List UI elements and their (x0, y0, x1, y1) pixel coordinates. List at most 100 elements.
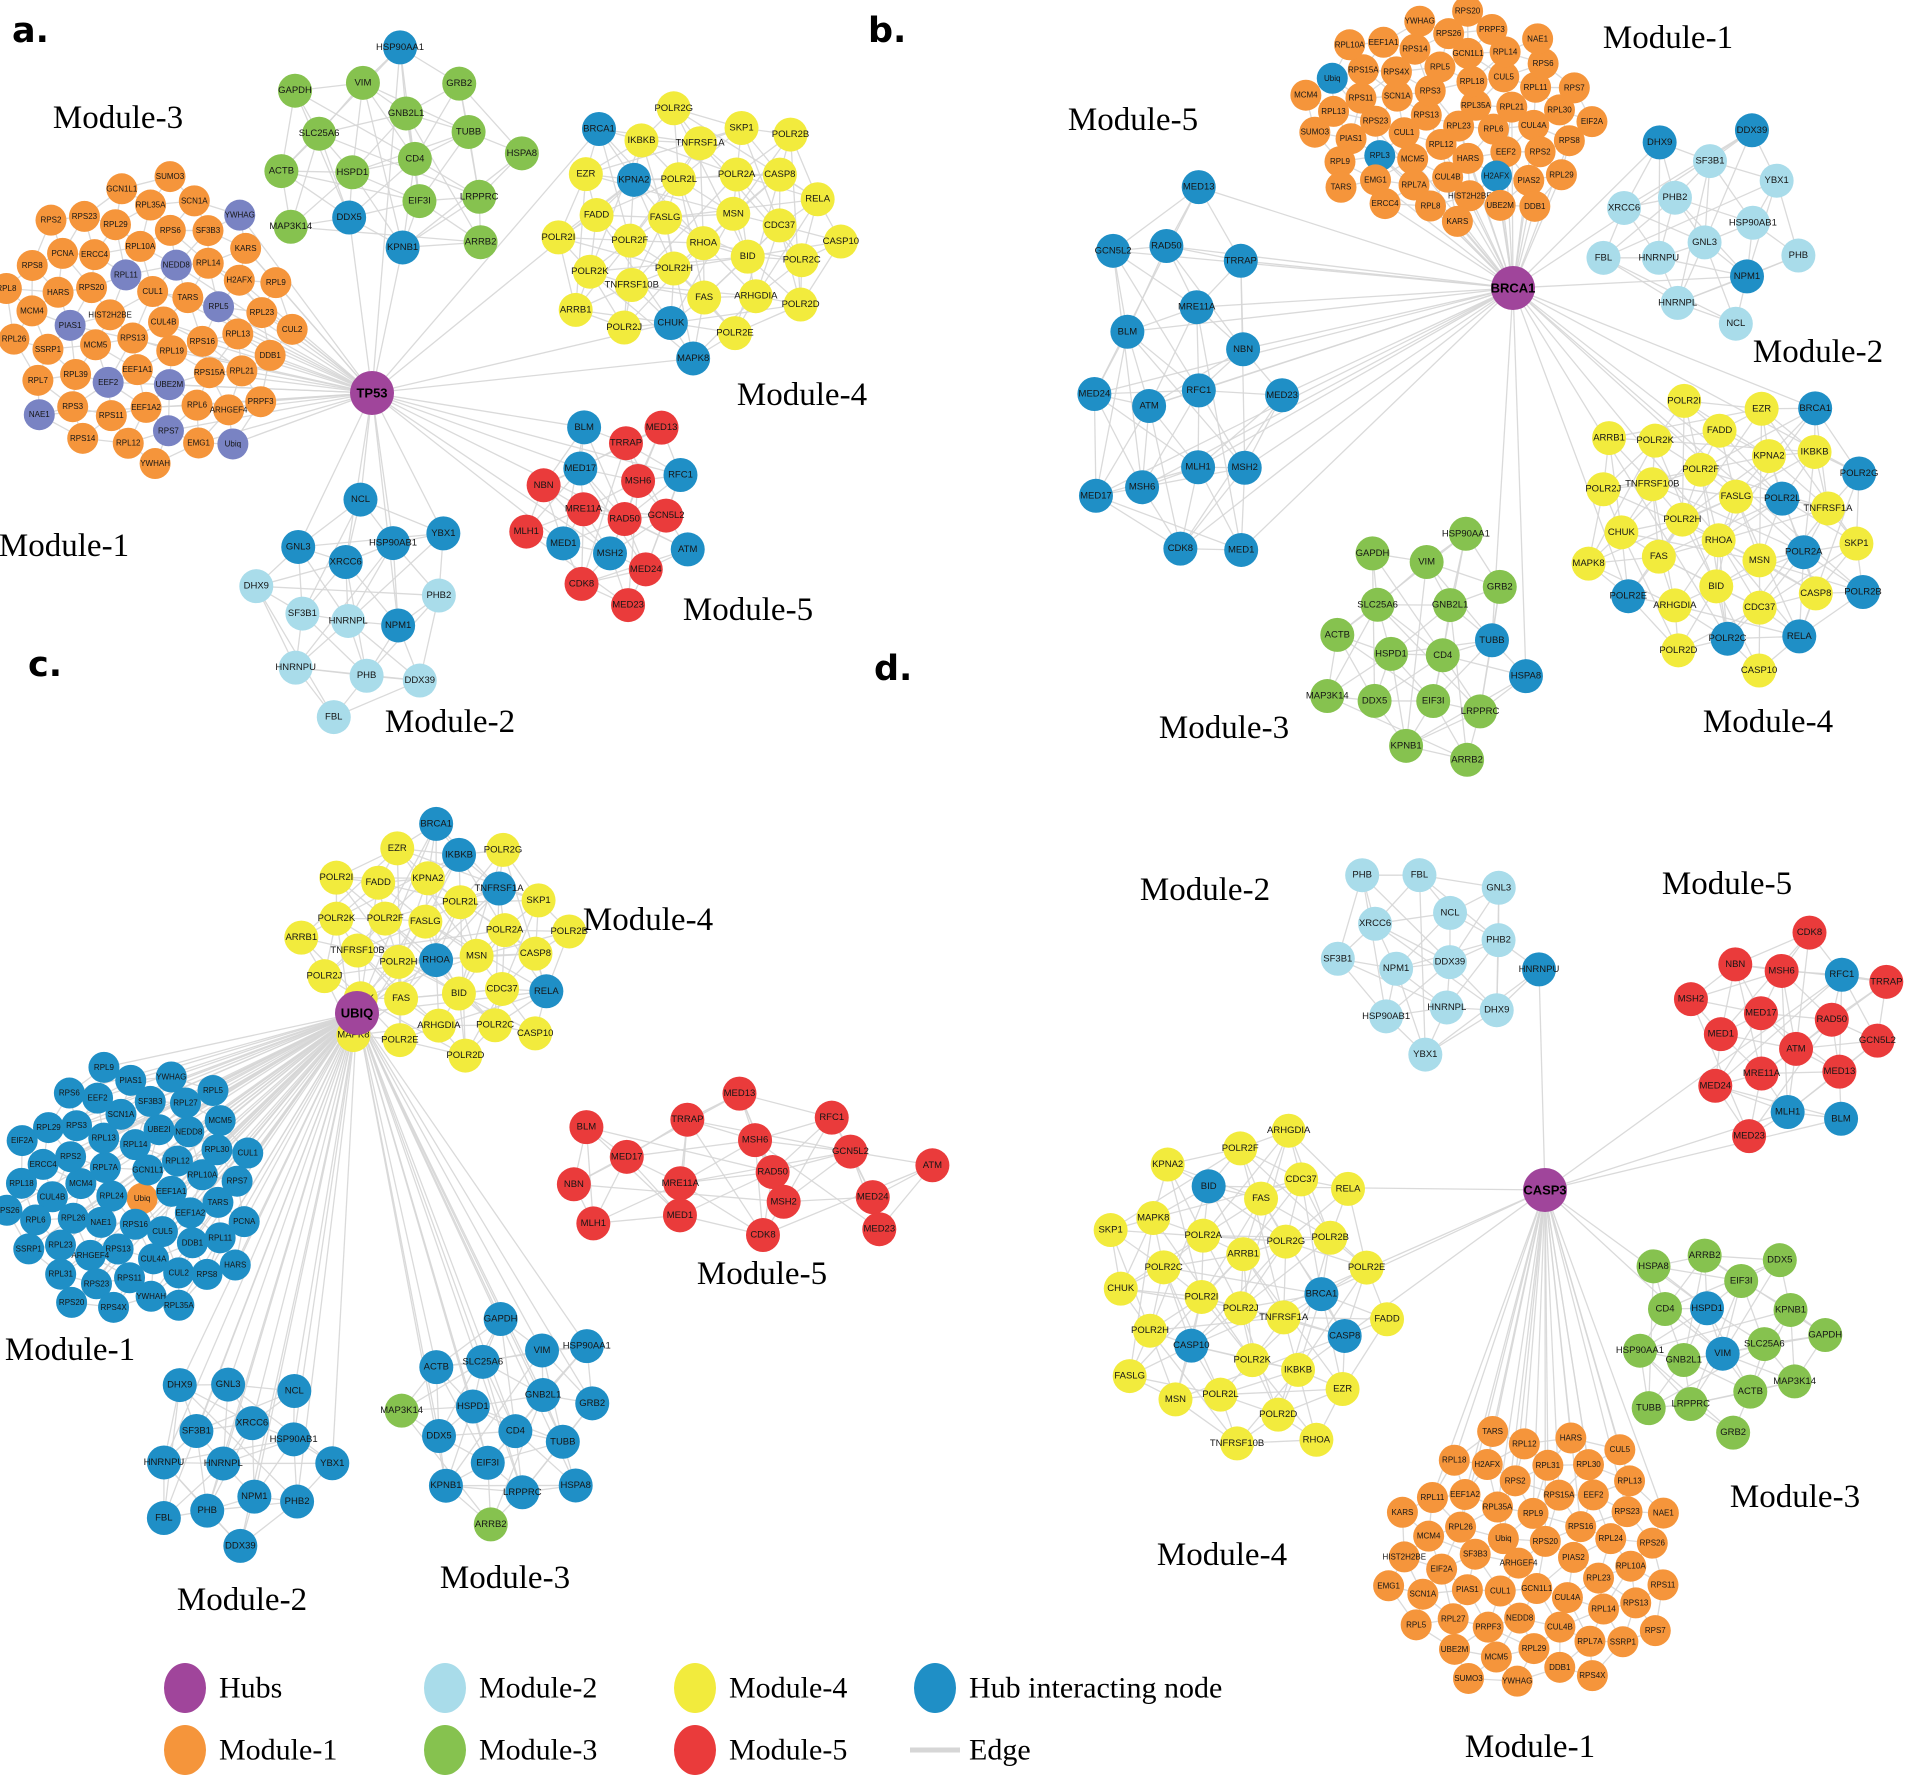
hub-edge (356, 1012, 437, 1368)
gene-node-CDC37 (762, 208, 797, 243)
gene-node-CASP8 (518, 936, 553, 971)
gene-node-PCNA (47, 237, 79, 269)
gene-node-RPS26 (1433, 18, 1465, 50)
gene-node-ACTB (1733, 1374, 1768, 1409)
gene-node-NEDD8 (160, 249, 192, 281)
gene-node-POLR2H (1133, 1313, 1168, 1348)
legend-label: Module-5 (729, 1734, 847, 1767)
gene-node-SCN1A (178, 185, 210, 217)
gene-node-TARS (202, 1186, 234, 1218)
module-title: Module-1 (1465, 1729, 1595, 1765)
hub-edge (219, 1012, 358, 1122)
gene-node-FAS (1244, 1181, 1279, 1216)
hub-edge (108, 381, 373, 394)
gene-node-RPL10A (1334, 29, 1366, 61)
gene-node-ARRB2 (1450, 742, 1485, 777)
edge (445, 1350, 543, 1487)
gene-node-LRPPRC (1463, 694, 1498, 729)
gene-node-KPNA2 (1751, 439, 1786, 474)
gene-node-XRCC6 (328, 544, 363, 579)
edge (1167, 1164, 1203, 1298)
gene-node-VIM (525, 1333, 560, 1368)
gene-node-NBN (556, 1167, 591, 1202)
gene-node-RPS11 (114, 1262, 146, 1294)
gene-node-MCM4 (65, 1168, 97, 1200)
gene-node-ATM (915, 1148, 950, 1183)
gene-node-RPS7 (1558, 72, 1590, 104)
edge (1120, 1288, 1241, 1309)
gene-node-MED17 (609, 1139, 644, 1174)
edge (335, 877, 399, 963)
hub-edge (232, 392, 373, 445)
gene-node-MCM5 (1397, 143, 1429, 175)
gene-node-YWHAG (1404, 5, 1436, 37)
gene-node-RPL12 (1425, 128, 1457, 160)
gene-node-RPS11 (1345, 82, 1377, 114)
gene-node-FAS (1641, 539, 1676, 574)
gene-node-RPS8 (16, 249, 48, 281)
module-title: Module-5 (683, 592, 813, 628)
gene-node-MCM5 (1480, 1641, 1512, 1673)
gene-node-GCN5L2 (1860, 1023, 1895, 1058)
edge (623, 242, 704, 328)
gene-node-YWHAH (135, 1280, 167, 1312)
gene-node-FBL (316, 700, 351, 735)
gene-node-POLR2C (784, 243, 819, 278)
edge (385, 887, 500, 920)
hub-edge (1179, 287, 1514, 550)
edge (1727, 508, 1829, 640)
gene-node-POLR2D (1261, 1397, 1296, 1432)
gene-node-BLM (1824, 1101, 1859, 1136)
gene-node-RPL14 (119, 1129, 151, 1161)
gene-node-NAE1 (1522, 23, 1554, 55)
gene-node-FADD (1370, 1302, 1405, 1337)
gene-node-RPL31 (1532, 1449, 1564, 1481)
gene-node-RPL13 (1318, 95, 1350, 127)
hub-edge (179, 1012, 358, 1386)
gene-node-DDX39 (1734, 113, 1769, 148)
gene-node-MED24 (628, 552, 663, 587)
module-title: Module-3 (53, 100, 183, 136)
edge (1179, 467, 1246, 550)
gene-node-PHB (190, 1493, 225, 1528)
edge (1718, 407, 1816, 541)
gene-node-RPS3 (1414, 75, 1446, 107)
gene-node-DHX9 (1642, 125, 1677, 160)
hub-edge (1512, 287, 1729, 640)
gene-node-RPL13 (222, 318, 254, 350)
edge (1371, 553, 1376, 701)
gene-node-POLR2L (1765, 481, 1800, 516)
edge (1361, 875, 1387, 1017)
module-4-cluster: POLR2JARRB1TNFRSF1APOLR2IPOLR2GPOLR2KPOL… (1093, 1113, 1405, 1461)
gene-node-MED23 (611, 588, 646, 623)
gene-node-MSH6 (1125, 470, 1160, 505)
hub-edge (1496, 1189, 1546, 1508)
edge (580, 442, 627, 585)
gene-node-POLR2K (1638, 423, 1673, 458)
gene-node-KPNB1 (1773, 1292, 1808, 1327)
gene-node-HSPD1 (455, 1389, 490, 1424)
gene-node-POLR2A (719, 157, 754, 192)
legend-label: Hub interacting node (969, 1672, 1222, 1705)
edge (436, 1345, 587, 1368)
gene-node-HSPD1 (1373, 636, 1408, 671)
edge (585, 127, 742, 175)
gene-node-MRE11A (663, 1166, 698, 1201)
gene-node-EEF1A2 (130, 391, 162, 423)
gene-node-SF3B3 (134, 1085, 166, 1117)
gene-node-GCN5L2 (1096, 233, 1131, 268)
gene-node-DHX9 (239, 569, 274, 604)
gene-node-GCN1L1 (1521, 1573, 1553, 1605)
gene-node-NAE1 (1647, 1497, 1679, 1529)
gene-node-HARS (219, 1249, 251, 1281)
gene-node-BID (1699, 569, 1734, 604)
gene-node-CDC37 (1284, 1162, 1319, 1197)
gene-node-PRPF3 (1472, 1611, 1504, 1643)
edge (401, 1410, 492, 1525)
hub-edge (371, 392, 399, 626)
edge (1129, 1253, 1244, 1377)
hub-edge (371, 392, 444, 534)
edge (670, 303, 801, 324)
edge (227, 1384, 333, 1464)
gene-node-HIST2H2BE (1388, 1541, 1420, 1573)
